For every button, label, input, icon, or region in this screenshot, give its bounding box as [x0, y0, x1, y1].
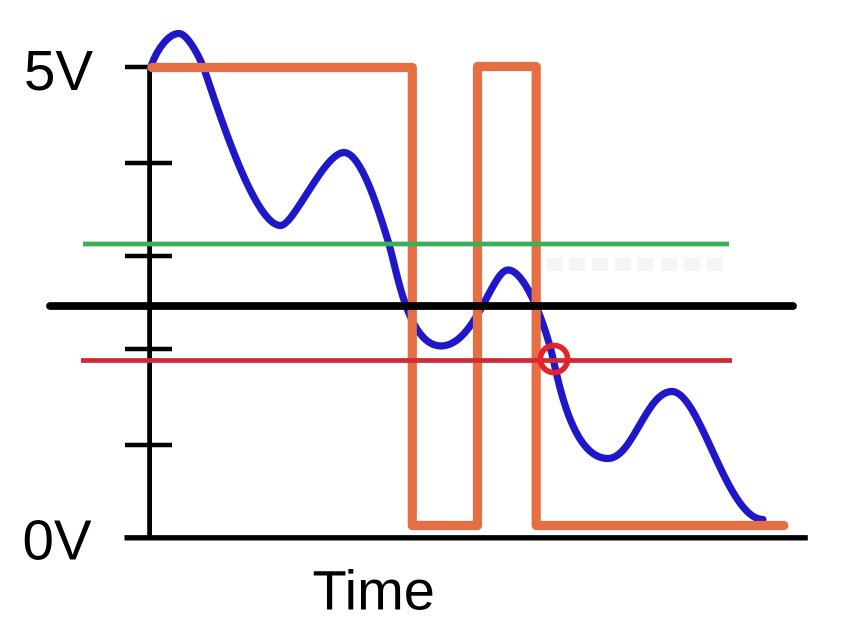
- svg-text:0V: 0V: [23, 509, 92, 572]
- svg-text:5V: 5V: [24, 39, 93, 102]
- svg-text:Time: Time: [313, 559, 435, 618]
